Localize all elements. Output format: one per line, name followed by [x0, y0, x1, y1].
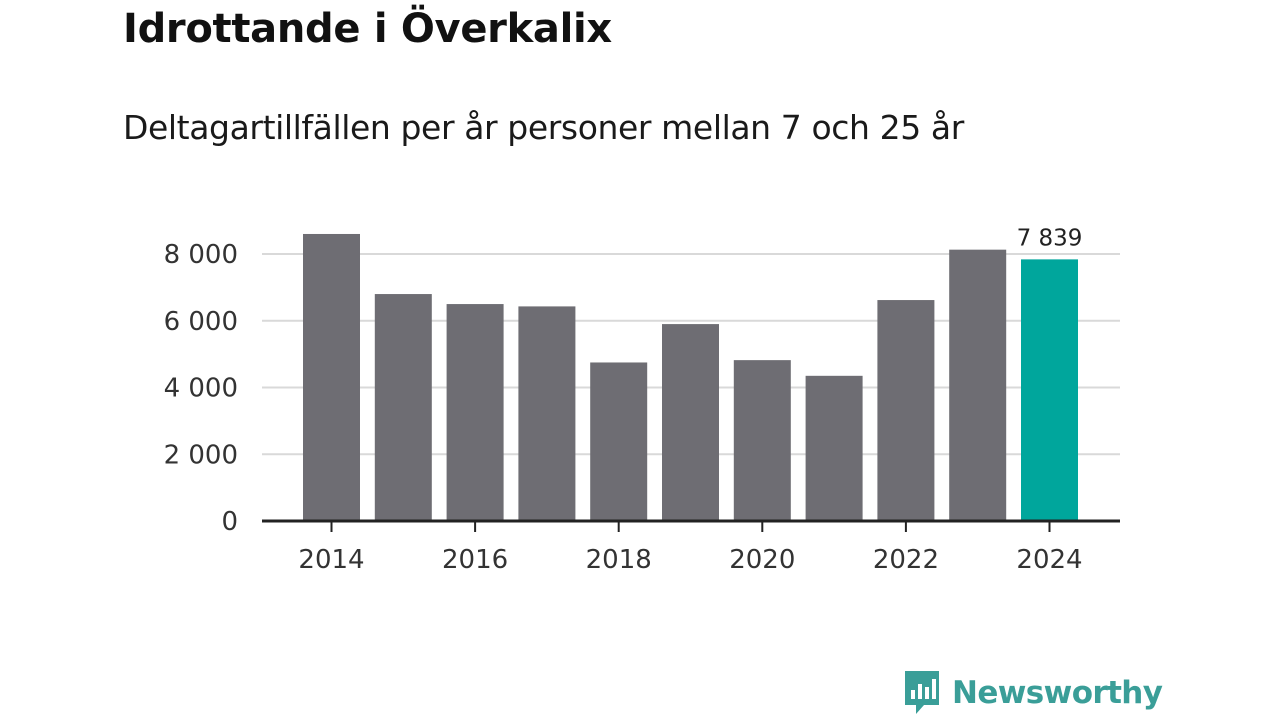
x-tick-label-2018: 2018 — [586, 545, 652, 575]
bar-2018 — [590, 362, 648, 521]
x-tick-label-2020: 2020 — [729, 545, 795, 575]
bar-2022 — [877, 300, 935, 521]
x-tick-label-2016: 2016 — [442, 545, 508, 575]
bar-2023 — [949, 249, 1007, 521]
bar-2024 — [1021, 259, 1078, 521]
bar-chart: 0 2 000 4 000 6 000 8 000 2014 2016 2018 2020 202… — [164, 225, 1120, 575]
y-tick-label-8000: 8 000 — [164, 240, 238, 270]
chart-title: Idrottande i Överkalix — [123, 6, 612, 52]
y-tick-label-4000: 4 000 — [164, 374, 238, 404]
axes — [262, 519, 1120, 532]
bar-2014 — [303, 233, 360, 521]
newsworthy-logo-text: Newsworthy — [952, 675, 1163, 711]
x-tick-label-2024: 2024 — [1016, 545, 1082, 575]
bar-2021 — [805, 375, 863, 521]
newsworthy-logo: Newsworthy — [902, 668, 1163, 718]
bar-2019 — [662, 324, 719, 521]
bar-2020 — [733, 360, 791, 521]
data-label-highlight: 7 839 — [1017, 225, 1083, 251]
y-tick-label-0: 0 — [221, 507, 238, 537]
y-tick-label-6000: 6 000 — [164, 307, 238, 337]
x-tick-label-2022: 2022 — [873, 545, 939, 575]
chart-subtitle: Deltagartillfällen per år personer mella… — [123, 108, 964, 147]
bars — [303, 233, 1078, 521]
bar-2016 — [446, 304, 504, 521]
newsworthy-logo-icon — [905, 671, 939, 714]
y-tick-label-2000: 2 000 — [164, 440, 238, 470]
x-tick-label-2014: 2014 — [298, 545, 364, 575]
bar-2015 — [374, 294, 432, 521]
labels: 0 2 000 4 000 6 000 8 000 2014 2016 2018 2020 202… — [164, 225, 1083, 575]
bar-2017 — [518, 306, 576, 521]
